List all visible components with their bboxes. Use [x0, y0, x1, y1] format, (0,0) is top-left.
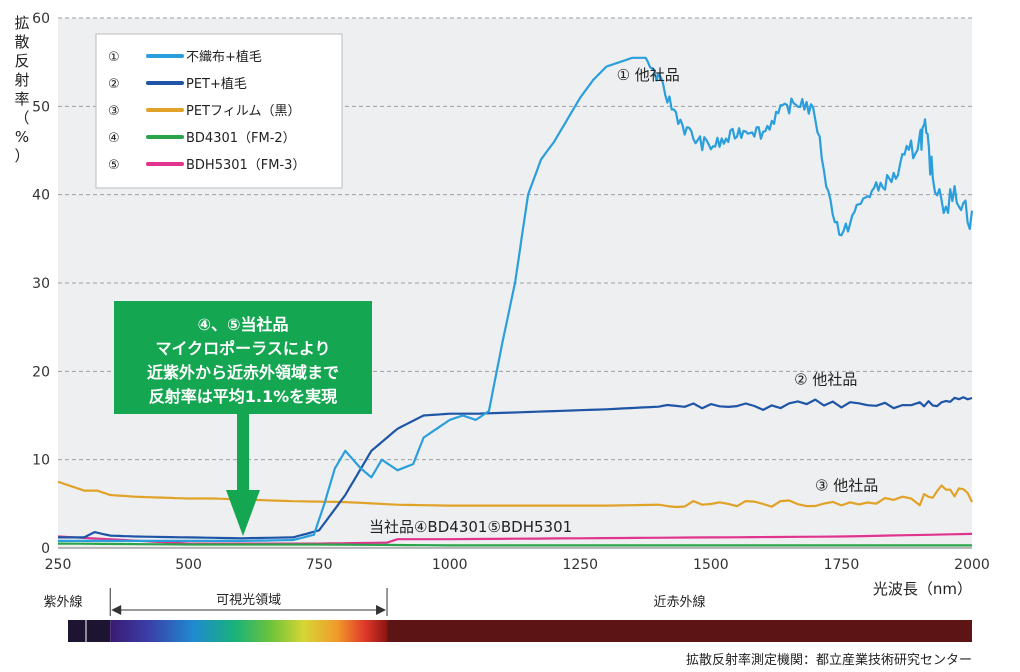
callout-arrow-head — [226, 490, 260, 536]
x-axis-label: 光波長（nm） — [873, 580, 972, 598]
callout-line: マイクロポーラスにより — [155, 339, 330, 358]
callout-line: 近紫外から近赤外領域まで — [147, 363, 339, 382]
y-axis-label-char: % — [15, 128, 29, 146]
y-axis-label-char: 率 — [14, 90, 29, 108]
callout-line: 反射率は平均1.1%を実現 — [149, 387, 337, 406]
region-label-nir: 近赤外線 — [654, 594, 706, 610]
series-annotation: ① 他社品 — [617, 66, 680, 84]
legend-marker: ⑤ — [108, 158, 120, 173]
legend-entry: PETフィルム（黒） — [186, 104, 300, 119]
y-tick-label: 0 — [41, 541, 50, 557]
callout-line: ④、⑤当社品 — [197, 315, 288, 334]
callout-arrow-shaft — [237, 414, 249, 492]
legend-entry: 不織布+植毛 — [186, 50, 262, 65]
footer-note: 拡散反射率測定機関：都立産業技術研究センター — [686, 652, 972, 668]
legend-marker: ④ — [108, 131, 120, 146]
nir-band — [387, 620, 972, 642]
series-line-1 — [58, 56, 974, 542]
legend-entry: PET+植毛 — [186, 77, 247, 92]
y-axis-label-char: 拡 — [14, 14, 29, 32]
legend-marker: ① — [108, 50, 120, 65]
x-tick-label: 1000 — [432, 557, 468, 573]
legend-marker: ② — [108, 77, 120, 92]
region-label-uv: 紫外線 — [43, 594, 82, 610]
callout-box: ④、⑤当社品マイクロポーラスにより近紫外から近赤外領域まで反射率は平均1.1%を… — [114, 301, 372, 536]
series-annotation: 当社品④BD4301⑤BDH5301 — [369, 518, 572, 536]
y-axis-label-char: 反 — [14, 52, 29, 70]
series-line-2 — [58, 396, 973, 540]
x-tick-label: 1250 — [562, 557, 598, 573]
legend: ① 不織布+植毛 ② PET+植毛 ③ PETフィルム（黒） ④ BD4301（FM-2） ⑤ B… — [95, 33, 343, 189]
series-annotation: ③ 他社品 — [815, 477, 878, 495]
y-axis-label-char: ） — [14, 147, 29, 165]
y-axis-label-char: （ — [14, 109, 29, 127]
series-line-4 — [57, 542, 972, 547]
legend-marker: ③ — [108, 104, 120, 119]
y-tick-label: 50 — [32, 99, 50, 115]
x-tick-label: 500 — [175, 557, 202, 573]
legend-entry: BDH5301（FM-3） — [186, 158, 305, 173]
y-tick-label: 40 — [32, 188, 50, 204]
x-tick-labels: 250 500 750 1000 1250 1500 1750 2000 — [45, 557, 990, 573]
legend-box — [95, 33, 343, 189]
y-tick-label: 20 — [32, 364, 50, 380]
arrow-head-right — [376, 605, 387, 615]
y-axis-label: 拡散反射率（%） — [14, 14, 29, 165]
visible-band — [110, 620, 388, 642]
legend-entry: BD4301（FM-2） — [186, 131, 296, 146]
callout-background — [114, 301, 372, 414]
spectrum-strip: 紫外線 可視光領域 近赤外線 — [43, 588, 972, 642]
arrow-head-left — [111, 605, 122, 615]
y-axis-label-char: 散 — [14, 33, 29, 51]
region-label-visible: 可視光領域 — [216, 592, 281, 608]
series-lines — [57, 56, 974, 547]
y-tick-label: 60 — [32, 11, 50, 27]
x-tick-label: 1750 — [824, 557, 860, 573]
series-line-3 — [57, 480, 973, 509]
x-tick-label: 2000 — [954, 557, 990, 573]
series-annotation: ② 他社品 — [794, 371, 857, 389]
y-axis-label-char: 射 — [14, 71, 29, 89]
uv-band — [68, 620, 111, 642]
x-tick-label: 1500 — [693, 557, 729, 573]
y-tick-label: 30 — [32, 276, 50, 292]
x-tick-label: 750 — [306, 557, 333, 573]
y-tick-labels: 0 10 20 30 40 50 60 — [32, 11, 50, 557]
x-tick-label: 250 — [45, 557, 72, 573]
y-tick-label: 10 — [32, 453, 50, 469]
